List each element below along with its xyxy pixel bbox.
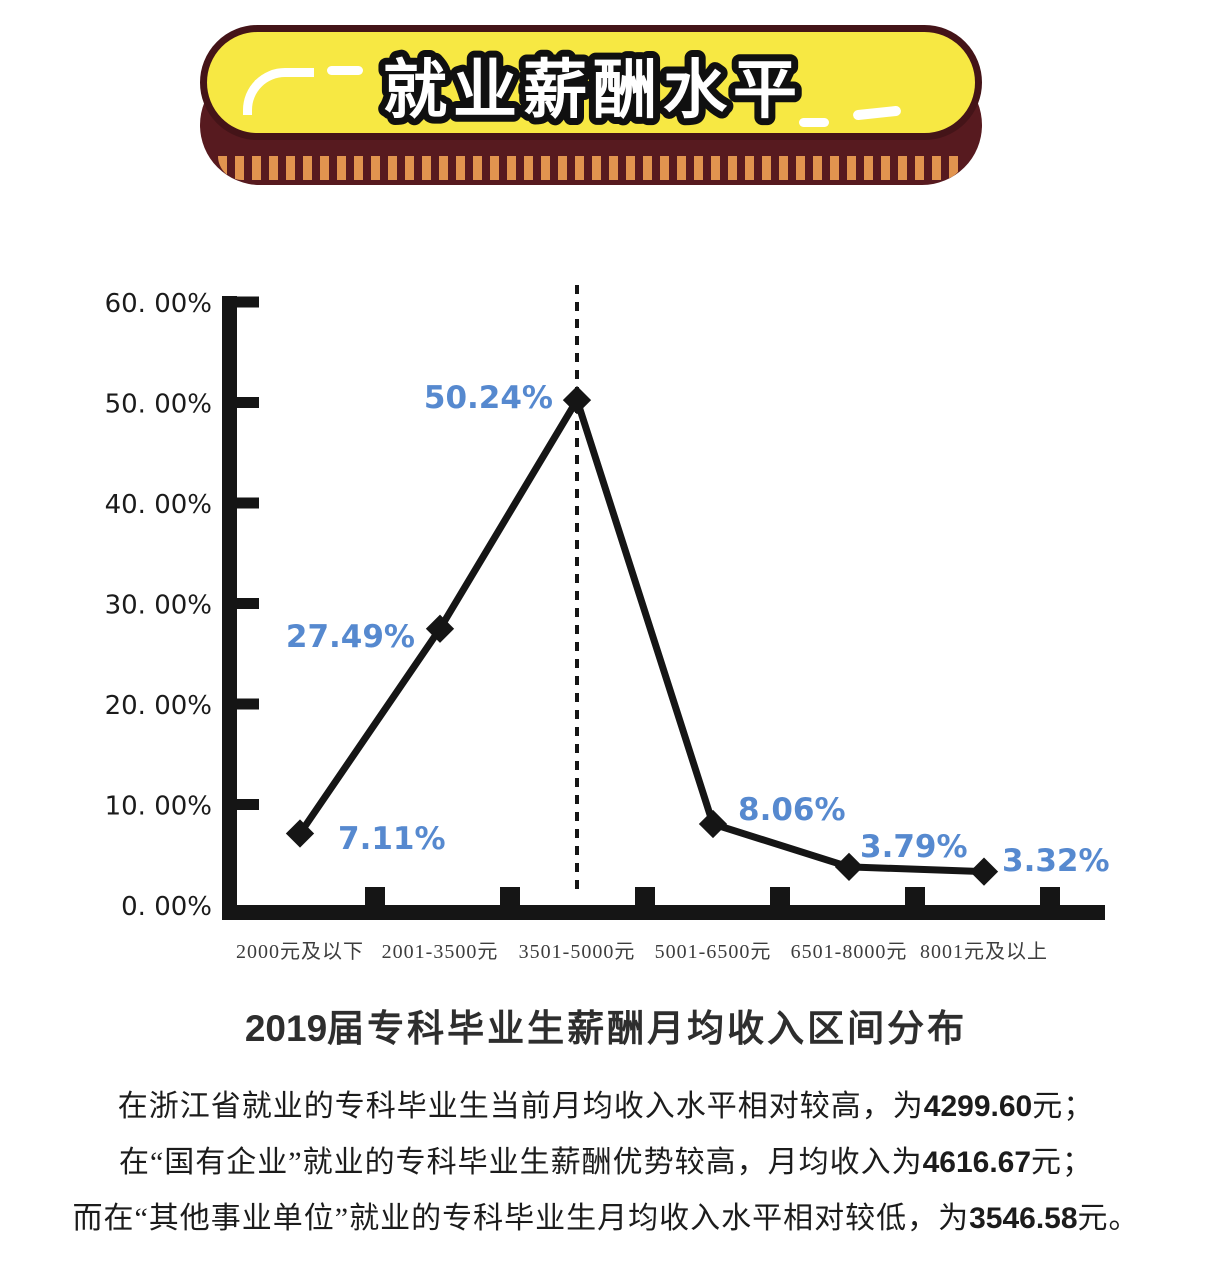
data-point-label: 3.79% — [860, 829, 968, 865]
data-point-marker — [562, 385, 592, 415]
y-tick-label: 50. 00% — [105, 390, 212, 420]
y-tick — [235, 296, 259, 308]
x-axis — [222, 905, 1105, 920]
x-tick — [365, 887, 385, 905]
x-category-label: 5001-6500元 — [655, 941, 772, 963]
y-tick-label: 10. 00% — [105, 792, 212, 822]
banner-highlight-dash — [327, 66, 363, 75]
footnote-line: 在浙江省就业的专科毕业生当前月均收入水平相对较高，为4299.60元； — [117, 1090, 1095, 1123]
banner-title-svg: 就业薪酬水平 — [376, 47, 804, 135]
y-tick — [235, 497, 259, 509]
banner: 就业薪酬水平 — [200, 25, 982, 185]
data-point-marker — [285, 819, 315, 848]
y-tick-label: 30. 00% — [105, 591, 212, 621]
data-point-label: 8.06% — [738, 792, 846, 828]
x-tick — [500, 887, 520, 905]
x-tick — [635, 887, 655, 905]
x-category-label: 8001元及以上 — [920, 940, 1048, 963]
data-point-label: 50.24% — [424, 380, 553, 416]
x-category-label: 6501-8000元 — [791, 941, 908, 963]
y-tick — [235, 397, 259, 408]
y-tick — [235, 698, 259, 710]
x-category-label: 3501-5000元 — [519, 941, 636, 963]
y-tick-label: 40. 00% — [105, 490, 212, 520]
footnote: 在浙江省就业的专科毕业生当前月均收入水平相对较高，为4299.60元； 在“国有… — [0, 1090, 1212, 1258]
x-tick — [905, 887, 925, 905]
banner-face: 就业薪酬水平 — [200, 25, 982, 140]
x-category-label: 2000元及以下 — [236, 941, 364, 963]
footnote-line: 在“国有企业”就业的专科毕业生薪酬优势较高，月均收入为4616.67元； — [118, 1146, 1094, 1179]
data-point-label: 3.32% — [1002, 843, 1110, 879]
data-point-label: 7.11% — [338, 821, 446, 857]
y-tick-label: 60. 00% — [105, 289, 212, 319]
x-category-label: 2001-3500元 — [382, 941, 499, 963]
x-tick — [1040, 887, 1060, 905]
y-tick — [235, 598, 259, 609]
y-tick — [235, 799, 259, 810]
banner-highlight-dash — [799, 118, 829, 127]
y-tick-label: 20. 00% — [105, 691, 212, 721]
coin-edge-stripes — [218, 156, 964, 180]
y-axis — [222, 296, 237, 920]
data-point-marker — [969, 857, 999, 886]
x-tick — [770, 887, 790, 905]
data-point-marker — [834, 852, 864, 882]
banner-title: 就业薪酬水平 — [383, 54, 803, 128]
chart-title: 2019届专科毕业生薪酬月均收入区间分布 — [244, 1008, 968, 1050]
data-point-marker — [698, 809, 728, 839]
data-point-marker — [425, 614, 455, 643]
data-point-label: 27.49% — [286, 619, 415, 655]
data-line — [297, 396, 985, 876]
banner-highlight-curve — [243, 68, 314, 115]
y-tick-label: 0. 00% — [121, 892, 212, 922]
footnote-line: 而在“其他事业单位”就业的专科毕业生月均收入水平相对较低，为3546.58元。 — [72, 1202, 1140, 1235]
